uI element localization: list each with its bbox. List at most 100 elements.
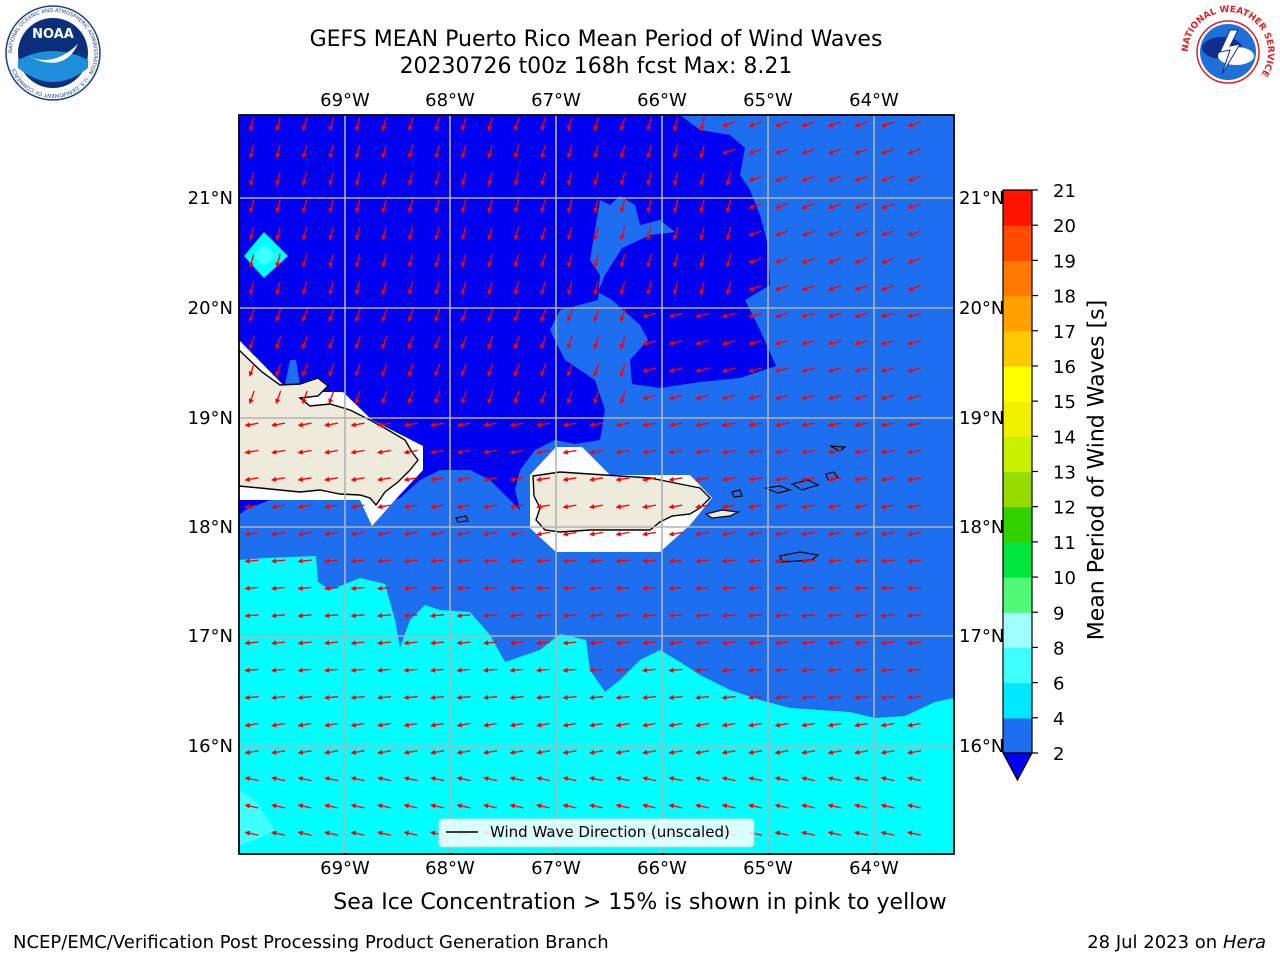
wind-arrow xyxy=(827,340,842,346)
wind-arrow xyxy=(566,363,573,377)
wind-arrow xyxy=(275,363,282,377)
wind-arrow xyxy=(536,476,551,482)
wind-arrow xyxy=(748,257,762,264)
wind-arrow xyxy=(275,281,281,296)
wind-arrow xyxy=(482,640,498,646)
wind-arrow xyxy=(271,776,286,782)
wind-arrow xyxy=(513,226,520,241)
wind-arrow xyxy=(460,363,467,377)
wind-arrow xyxy=(509,722,524,728)
wind-arrow xyxy=(699,254,705,268)
wind-arrow xyxy=(747,694,763,701)
wind-arrow xyxy=(641,613,657,619)
wind-arrow xyxy=(403,504,418,510)
island-anegada xyxy=(829,445,847,452)
wind-arrow xyxy=(747,613,763,619)
wind-arrow xyxy=(301,226,308,241)
wind-arrow xyxy=(354,390,361,405)
wind-arrow xyxy=(801,257,815,264)
wind-arrow xyxy=(434,226,440,241)
wind-arrow xyxy=(350,776,365,782)
wind-arrow xyxy=(827,803,842,809)
wind-arrow xyxy=(748,284,762,292)
wind-arrow xyxy=(323,640,339,646)
wind-arrow xyxy=(721,121,736,128)
wind-arrow xyxy=(748,367,762,373)
wind-arrow xyxy=(827,694,842,701)
wind-arrow xyxy=(880,803,895,809)
wind-arrow xyxy=(244,613,259,619)
wind-arrow xyxy=(536,749,551,755)
wind-arrow xyxy=(350,667,365,673)
wind-arrow xyxy=(646,144,652,159)
wind-arrow xyxy=(407,117,414,132)
wind-arrow xyxy=(695,776,710,782)
wind-arrow xyxy=(801,203,815,210)
wind-arrow xyxy=(615,613,630,619)
wind-arrow xyxy=(774,422,789,428)
wind-arrow xyxy=(615,476,630,482)
wind-arrow xyxy=(641,667,657,673)
wind-arrow xyxy=(562,422,577,428)
wind-arrow xyxy=(721,776,736,782)
wind-arrow xyxy=(456,776,471,782)
wind-arrow xyxy=(562,613,577,619)
wind-arrow xyxy=(297,694,312,701)
wind-arrow xyxy=(562,749,577,755)
wind-arrow xyxy=(271,749,286,755)
wind-arrow xyxy=(646,226,652,241)
wind-arrow xyxy=(880,203,895,210)
wind-arrow xyxy=(275,144,281,159)
wind-arrow xyxy=(244,803,259,809)
wind-arrow xyxy=(672,199,679,214)
wind-arrow xyxy=(297,558,312,564)
wind-arrow xyxy=(456,613,471,619)
wind-arrow xyxy=(275,172,281,186)
wind-arrow xyxy=(248,336,255,350)
wind-arrow xyxy=(668,558,683,564)
wind-arrow xyxy=(880,257,895,264)
wind-arrow xyxy=(615,749,630,755)
wind-arrow xyxy=(460,254,467,268)
lat-label-right: 17°N xyxy=(959,626,1004,647)
wind-arrow xyxy=(854,340,868,346)
wind-arrow xyxy=(328,308,335,323)
wind-arrow xyxy=(248,144,255,159)
wind-arrow xyxy=(695,476,710,482)
wind-arrow xyxy=(354,199,361,214)
wind-arrow xyxy=(880,585,895,591)
wind-arrow xyxy=(827,422,842,428)
wind-arrow xyxy=(827,640,842,646)
wind-arrow xyxy=(880,340,895,346)
wind-arrow xyxy=(801,449,816,455)
wind-arrow xyxy=(725,226,732,241)
wind-arrow xyxy=(721,613,736,619)
wind-arrow xyxy=(381,226,387,241)
wind-arrow xyxy=(456,667,471,673)
lat-label-left: 16°N xyxy=(188,736,233,757)
wind-arrow xyxy=(456,558,471,564)
wind-arrow xyxy=(460,390,467,405)
wind-arrow xyxy=(748,203,762,210)
wind-arrow xyxy=(407,390,414,405)
wind-arrow xyxy=(801,230,815,237)
wind-arrow xyxy=(672,144,679,159)
wind-arrow xyxy=(275,254,281,268)
wind-arrow xyxy=(854,449,869,455)
wind-arrow xyxy=(270,640,286,646)
wind-arrow xyxy=(589,749,604,755)
colorbar-tick-label: 17 xyxy=(1053,322,1076,343)
lat-label-right: 19°N xyxy=(959,408,1004,429)
wind-arrow xyxy=(376,694,392,701)
wind-arrow xyxy=(907,257,921,264)
wind-arrow xyxy=(562,476,577,482)
wind-arrow xyxy=(376,667,392,673)
wind-arrow xyxy=(566,117,573,132)
wind-arrow xyxy=(381,172,387,186)
wind-arrow xyxy=(407,336,414,350)
wind-arrow xyxy=(324,722,339,728)
footer-host: Hera xyxy=(1222,932,1266,953)
wind-arrow xyxy=(800,585,816,591)
wind-arrow xyxy=(619,226,626,241)
wind-arrow xyxy=(301,308,308,323)
